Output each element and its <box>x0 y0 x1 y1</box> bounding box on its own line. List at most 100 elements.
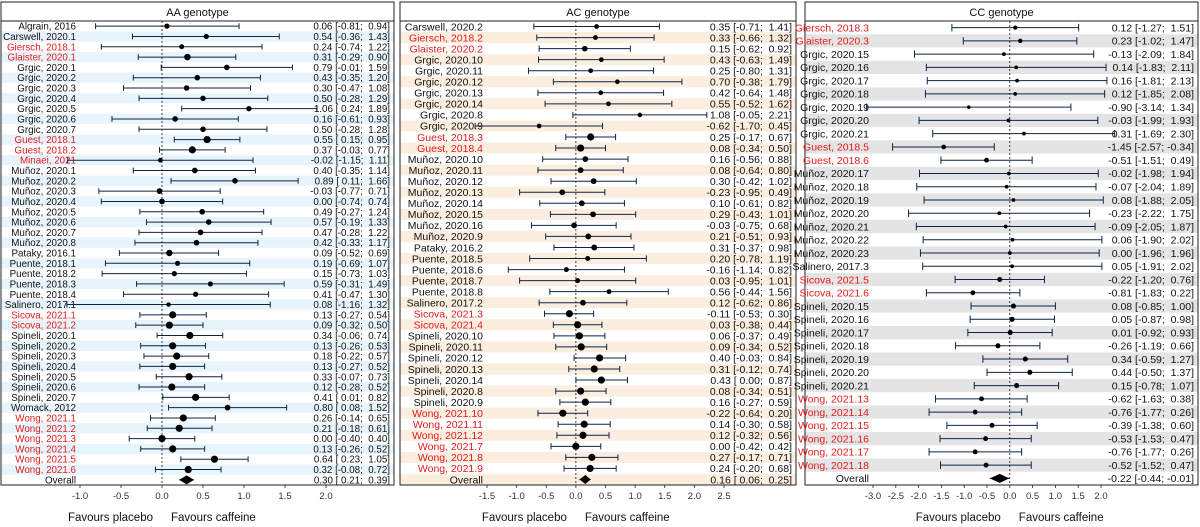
ci-value: 0.40 [-0.35; 1.14] <box>313 166 390 177</box>
x-tick-label: 1.5 <box>278 491 291 502</box>
ci-value: 0.10 [-0.61; 0.82] <box>710 199 792 210</box>
ci-value: 0.54 [-0.36; 1.43] <box>313 32 390 43</box>
x-tick-label: -0.5 <box>979 491 995 502</box>
point-estimate <box>995 343 1001 349</box>
point-estimate <box>1009 316 1015 322</box>
ci-value: 0.50 [-0.28; 1.29] <box>313 94 390 105</box>
study-label: Minaei, 2021 <box>20 156 76 167</box>
study-label: Grgic, 2020.21 <box>800 128 869 140</box>
point-estimate <box>210 455 219 463</box>
study-label: Grgic, 2020.17 <box>800 75 869 87</box>
point-estimate <box>1014 383 1020 389</box>
study-label: Spineli, 2020.20 <box>794 367 869 379</box>
point-estimate <box>972 409 978 415</box>
ci-value: 0.70 [-0.38; 1.79] <box>710 78 792 89</box>
study-label: Spineli, 2020.6 <box>11 383 76 394</box>
study-label: Puente, 2018.8 <box>412 287 483 298</box>
study-label: Spineli, 2020.17 <box>794 327 869 339</box>
study-label: Giersch, 2018.2 <box>409 33 483 44</box>
study-label: Spineli, 2020.11 <box>409 343 484 354</box>
ci-value: -0.52 [-1.52; 0.47] <box>1108 460 1194 472</box>
point-estimate <box>224 64 230 71</box>
ci-value: -0.11 [-0.53; 0.30] <box>707 310 792 321</box>
point-estimate <box>572 442 580 450</box>
overall-ci-value: 0.30 [ 0.21; 0.39] <box>314 475 390 486</box>
study-label: Muñoz, 2020.5 <box>11 207 76 218</box>
x-tick-label: -1.0 <box>508 491 524 502</box>
point-estimate <box>579 431 587 439</box>
point-estimate <box>159 198 165 205</box>
point-estimate <box>185 373 193 381</box>
point-estimate <box>536 123 542 129</box>
point-estimate <box>179 414 187 422</box>
study-label: Spineli, 2020.4 <box>11 362 76 373</box>
ci-value: -0.23 [-2.22; 1.75] <box>1108 208 1194 220</box>
ci-value: 0.16 [-0.56; 0.88] <box>710 155 792 166</box>
ci-value: 0.80 [ 0.08; 1.52] <box>314 403 390 414</box>
study-label: Grgic, 2020.20 <box>800 115 869 127</box>
study-label: Spineli, 2020.8 <box>414 387 484 398</box>
study-label: Wong, 2021.13 <box>798 394 869 406</box>
study-label: Spineli, 2020.2 <box>11 341 76 352</box>
point-estimate <box>166 302 171 307</box>
panel-border <box>0 20 395 486</box>
xlabel-favours-placebo: Favours placebo <box>482 512 567 524</box>
study-label: Spineli, 2020.18 <box>794 341 869 353</box>
ci-value: 0.43 [ 0.00; 0.87] <box>710 376 792 387</box>
study-label: Pataky, 2016.1 <box>11 249 76 260</box>
study-label: Spineli, 2020.1 <box>11 331 76 342</box>
point-estimate <box>1006 118 1011 123</box>
study-label: Spineli, 2020.5 <box>11 372 76 383</box>
x-tick-label: 0.5 <box>196 491 209 502</box>
study-label: Wong, 2021.5 <box>15 455 76 466</box>
ci-value: 0.13 [-0.27; 0.52] <box>313 362 390 373</box>
study-label: Muñoz, 2020.7 <box>11 228 76 239</box>
ci-value: 0.40 [-0.03; 0.84] <box>710 354 792 365</box>
study-label: Sicova, 2021.4 <box>414 321 484 332</box>
point-estimate <box>174 260 181 266</box>
point-estimate <box>578 200 585 207</box>
study-label: Wong, 2021.3 <box>15 434 76 445</box>
point-estimate <box>164 23 170 29</box>
ci-value: 0.25 [-0.80; 1.31] <box>710 66 792 77</box>
point-estimate <box>169 445 177 453</box>
ci-value: 0.47 [-0.28; 1.22] <box>313 228 390 239</box>
ci-value: 0.03 [-0.38; 0.44] <box>710 321 792 332</box>
point-estimate <box>582 156 589 162</box>
point-estimate <box>575 332 584 340</box>
ci-value: -0.03 [-0.75; 0.68] <box>706 221 792 232</box>
study-label: Muñoz, 2020.18 <box>794 181 869 193</box>
ci-value: -0.09 [-2.05; 1.87] <box>1108 221 1194 233</box>
ci-value: -0.53 [-1.53; 0.47] <box>1108 433 1194 445</box>
study-label: Muñoz, 2020.23 <box>794 248 869 260</box>
ci-value: 0.32 [-0.08; 0.72] <box>313 465 390 476</box>
point-estimate <box>193 291 199 297</box>
ci-value: 0.27 [-0.17; 0.71] <box>710 453 792 464</box>
ci-value: -0.39 [-1.38; 0.60] <box>1108 420 1194 432</box>
ci-value: 0.57 [-0.19; 1.33] <box>313 218 390 229</box>
point-estimate <box>598 90 604 96</box>
ci-value: 0.55 [-0.52; 1.62] <box>710 100 792 111</box>
study-label: Puente, 2018.1 <box>10 259 76 270</box>
ci-value: 0.21 [-0.18; 0.61] <box>313 424 390 435</box>
ci-value: 0.00 [-0.40; 0.40] <box>313 434 390 445</box>
study-label: Spineli, 2020.19 <box>794 354 869 366</box>
study-label: Wong, 2021.11 <box>413 420 483 431</box>
ci-value: 0.13 [-0.27; 0.54] <box>313 310 390 321</box>
point-estimate <box>232 178 238 184</box>
study-label: Sicova, 2021.6 <box>800 288 870 300</box>
ci-value: -0.26 [-1.19; 0.66] <box>1108 341 1194 353</box>
ci-value: 0.08 [-0.64; 0.80] <box>710 166 792 177</box>
ci-value: -0.22 [-1.20; 0.76] <box>1108 274 1194 286</box>
study-label: Carswell, 2020.2 <box>405 22 483 33</box>
study-label: Grgic, 2020.4 <box>17 94 76 105</box>
ci-value: 0.23 [-1.02; 1.47] <box>1112 36 1194 48</box>
study-label: Grgic, 2020.14 <box>414 100 483 111</box>
x-tick-label: 1.5 <box>1072 491 1085 502</box>
x-tick-label: -1.5 <box>479 491 495 502</box>
point-estimate <box>1003 224 1008 229</box>
point-estimate <box>1027 369 1033 375</box>
ci-value: 0.42 [-0.64; 1.48] <box>710 89 792 100</box>
point-estimate <box>193 239 200 246</box>
ci-value: -0.76 [-1.77; 0.26] <box>1108 447 1194 459</box>
